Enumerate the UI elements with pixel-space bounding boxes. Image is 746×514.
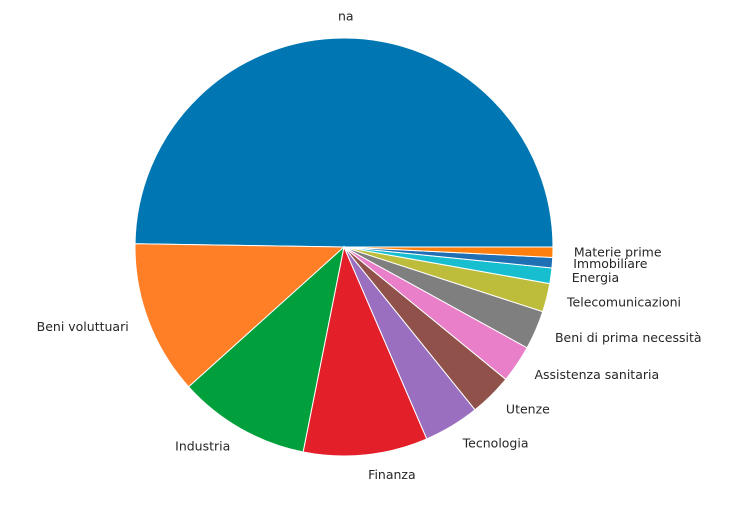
slice-label: Assistenza sanitaria — [534, 367, 659, 382]
slice-label: na — [338, 9, 354, 24]
slice-label: Finanza — [368, 467, 415, 482]
slice-label: Industria — [175, 438, 230, 453]
slice-label: Energia — [572, 270, 620, 285]
slice-label: Materie prime — [574, 244, 662, 259]
slice-label: Telecomunicazioni — [566, 294, 681, 309]
slice-label: Beni di prima necessità — [555, 330, 702, 345]
slice-label: Tecnologia — [462, 435, 529, 450]
slice-label: Immobiliare — [573, 256, 648, 271]
pie-slice — [134, 243, 346, 388]
slice-label: Utenze — [506, 402, 550, 417]
pie-slice — [302, 245, 428, 457]
slice-label: Beni voluttuari — [37, 319, 129, 334]
pie-slice — [343, 246, 554, 259]
pie-slice — [187, 245, 345, 453]
pie-slice — [134, 37, 554, 248]
